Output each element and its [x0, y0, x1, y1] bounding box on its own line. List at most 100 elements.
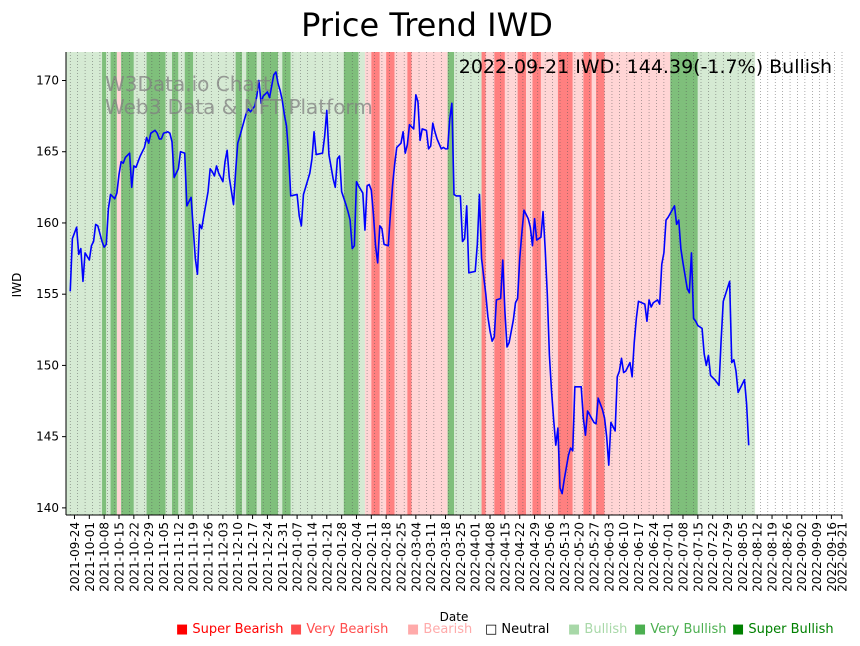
x-tick-label: 2021-11-05 — [157, 522, 171, 592]
y-tick-label: 160 — [36, 216, 59, 230]
regime-band-bullish — [133, 52, 147, 515]
x-tick-label: 2022-04-15 — [498, 522, 512, 592]
regime-band-bearish — [364, 52, 372, 515]
regime-band-bullish — [358, 52, 365, 515]
x-tick-label: 2022-04-01 — [469, 522, 483, 592]
regime-bands — [66, 52, 756, 515]
x-tick-label: 2021-12-31 — [276, 522, 290, 592]
legend-item-neutral: □ Neutral — [485, 622, 549, 637]
x-tick-label: 2022-09-16 — [825, 522, 839, 592]
x-tick-label: 2022-05-06 — [543, 522, 557, 592]
y-tick-label: 150 — [36, 358, 59, 372]
regime-band-very-bullish — [447, 52, 454, 515]
series-line-iwd — [69, 71, 750, 495]
x-tick-label: 2022-01-21 — [320, 522, 334, 592]
regime-band-bullish — [297, 52, 344, 515]
regime-band-very-bullish — [246, 52, 257, 515]
x-tick-label: 2022-02-04 — [350, 522, 364, 592]
regime-band-very-bearish — [371, 52, 380, 515]
y-axis-label: IWD — [10, 273, 24, 298]
regime-band-bearish — [591, 52, 597, 515]
x-tick-label: 2022-07-15 — [691, 522, 705, 592]
regime-band-very-bearish — [386, 52, 395, 515]
regime-band-very-bearish — [407, 52, 412, 515]
legend-item-very-bullish: ■ Very Bullish — [634, 622, 726, 637]
x-tick-label: 2022-03-25 — [454, 522, 468, 592]
x-tick-label: 2022-08-19 — [766, 522, 780, 592]
chart-title: Price Trend IWD — [301, 6, 553, 44]
x-tick-label: 2022-09-21 — [836, 522, 850, 592]
regime-band-very-bearish — [517, 52, 527, 515]
y-ticks: 140 145 150 155 160 165 170 — [36, 73, 66, 515]
latest-price-annotation: 2022-09-21 IWD: 144.39(-1.7%) Bullish — [459, 56, 832, 78]
gridlines — [69, 52, 843, 515]
regime-band-very-bullish — [172, 52, 179, 515]
y-tick-label: 155 — [36, 287, 59, 301]
regime-band-bearish — [504, 52, 518, 515]
x-tick-label: 2022-07-08 — [676, 522, 690, 592]
x-tick-label: 2021-11-19 — [187, 522, 201, 592]
x-tick-label: 2022-08-12 — [751, 522, 765, 592]
regime-band-bullish — [256, 52, 262, 515]
x-tick-label: 2022-04-22 — [513, 522, 527, 592]
x-tick-label: 2022-05-20 — [573, 522, 587, 592]
regime-band-very-bullish — [146, 52, 166, 515]
x-tick-label: 2022-01-14 — [305, 522, 319, 592]
regime-band-bearish — [540, 52, 558, 515]
regime-band-bullish — [241, 52, 247, 515]
y-tick-label: 170 — [36, 73, 59, 87]
regime-band-bullish — [278, 52, 283, 515]
regime-band-very-bearish — [532, 52, 541, 515]
x-tick-label: 2021-10-08 — [98, 522, 112, 592]
x-ticks: 2021-09-24 2021-10-01 2021-10-08 2021-10-15… — [68, 515, 850, 592]
regime-band-very-bullish — [343, 52, 359, 515]
x-tick-label: 2022-07-01 — [662, 522, 676, 592]
regime-band-bullish — [697, 52, 756, 515]
x-axis-label: Date — [440, 610, 469, 624]
regime-band-bearish — [379, 52, 387, 515]
x-tick-label: 2022-04-08 — [484, 522, 498, 592]
x-tick-label: 2022-09-02 — [795, 522, 809, 592]
regime-band-very-bullish — [235, 52, 242, 515]
regime-band-bullish — [66, 52, 103, 515]
regime-band-very-bearish — [557, 52, 573, 515]
regime-band-very-bullish — [261, 52, 279, 515]
regime-band-very-bullish — [110, 52, 117, 515]
x-tick-label: 2022-05-13 — [558, 522, 572, 592]
x-tick-label: 2022-07-22 — [706, 522, 720, 592]
legend-item-super-bullish: ■ Super Bullish — [732, 622, 834, 637]
regime-band-very-bearish — [494, 52, 505, 515]
regime-band-very-bearish — [481, 52, 486, 515]
x-tick-label: 2022-03-11 — [424, 522, 438, 592]
x-tick-label: 2022-06-24 — [647, 522, 661, 592]
regime-band-very-bearish — [583, 52, 592, 515]
x-tick-label: 2021-11-26 — [202, 522, 216, 592]
x-tick-label: 2021-09-24 — [68, 522, 82, 592]
watermark-line-2: Web3 Data & NFT Platform — [105, 95, 373, 119]
x-tick-label: 2022-01-28 — [335, 522, 349, 592]
legend-item-bearish: ■ Bearish — [407, 622, 472, 637]
regime-band-very-bearish — [596, 52, 605, 515]
x-tick-label: 2021-12-03 — [216, 522, 230, 592]
x-tick-label: 2022-08-05 — [736, 522, 750, 592]
x-tick-label: 2021-10-22 — [127, 522, 141, 592]
regime-band-bearish — [526, 52, 533, 515]
x-tick-label: 2021-12-17 — [246, 522, 260, 592]
regime-band-bearish — [572, 52, 584, 515]
regime-band-very-bullish — [121, 52, 134, 515]
legend: ■ Super Bearish ■ Very Bearish ■ Bearish □ … — [176, 622, 834, 637]
x-tick-label: 2022-06-03 — [602, 522, 616, 592]
regime-band-bullish — [454, 52, 482, 515]
x-tick-label: 2021-12-24 — [261, 522, 275, 592]
regime-band-bearish — [604, 52, 671, 515]
regime-band-bearish — [485, 52, 495, 515]
x-tick-label: 2022-03-04 — [409, 522, 423, 592]
x-tick-label: 2022-08-26 — [780, 522, 794, 592]
regime-band-bullish — [106, 52, 111, 515]
regime-band-very-bullish — [102, 52, 107, 515]
watermark-line-1: W3Data.io Chart — [105, 72, 271, 96]
legend-item-bullish: ■ Bullish — [568, 622, 627, 637]
regime-band-bearish — [411, 52, 448, 515]
x-tick-label: 2022-01-07 — [291, 522, 305, 592]
